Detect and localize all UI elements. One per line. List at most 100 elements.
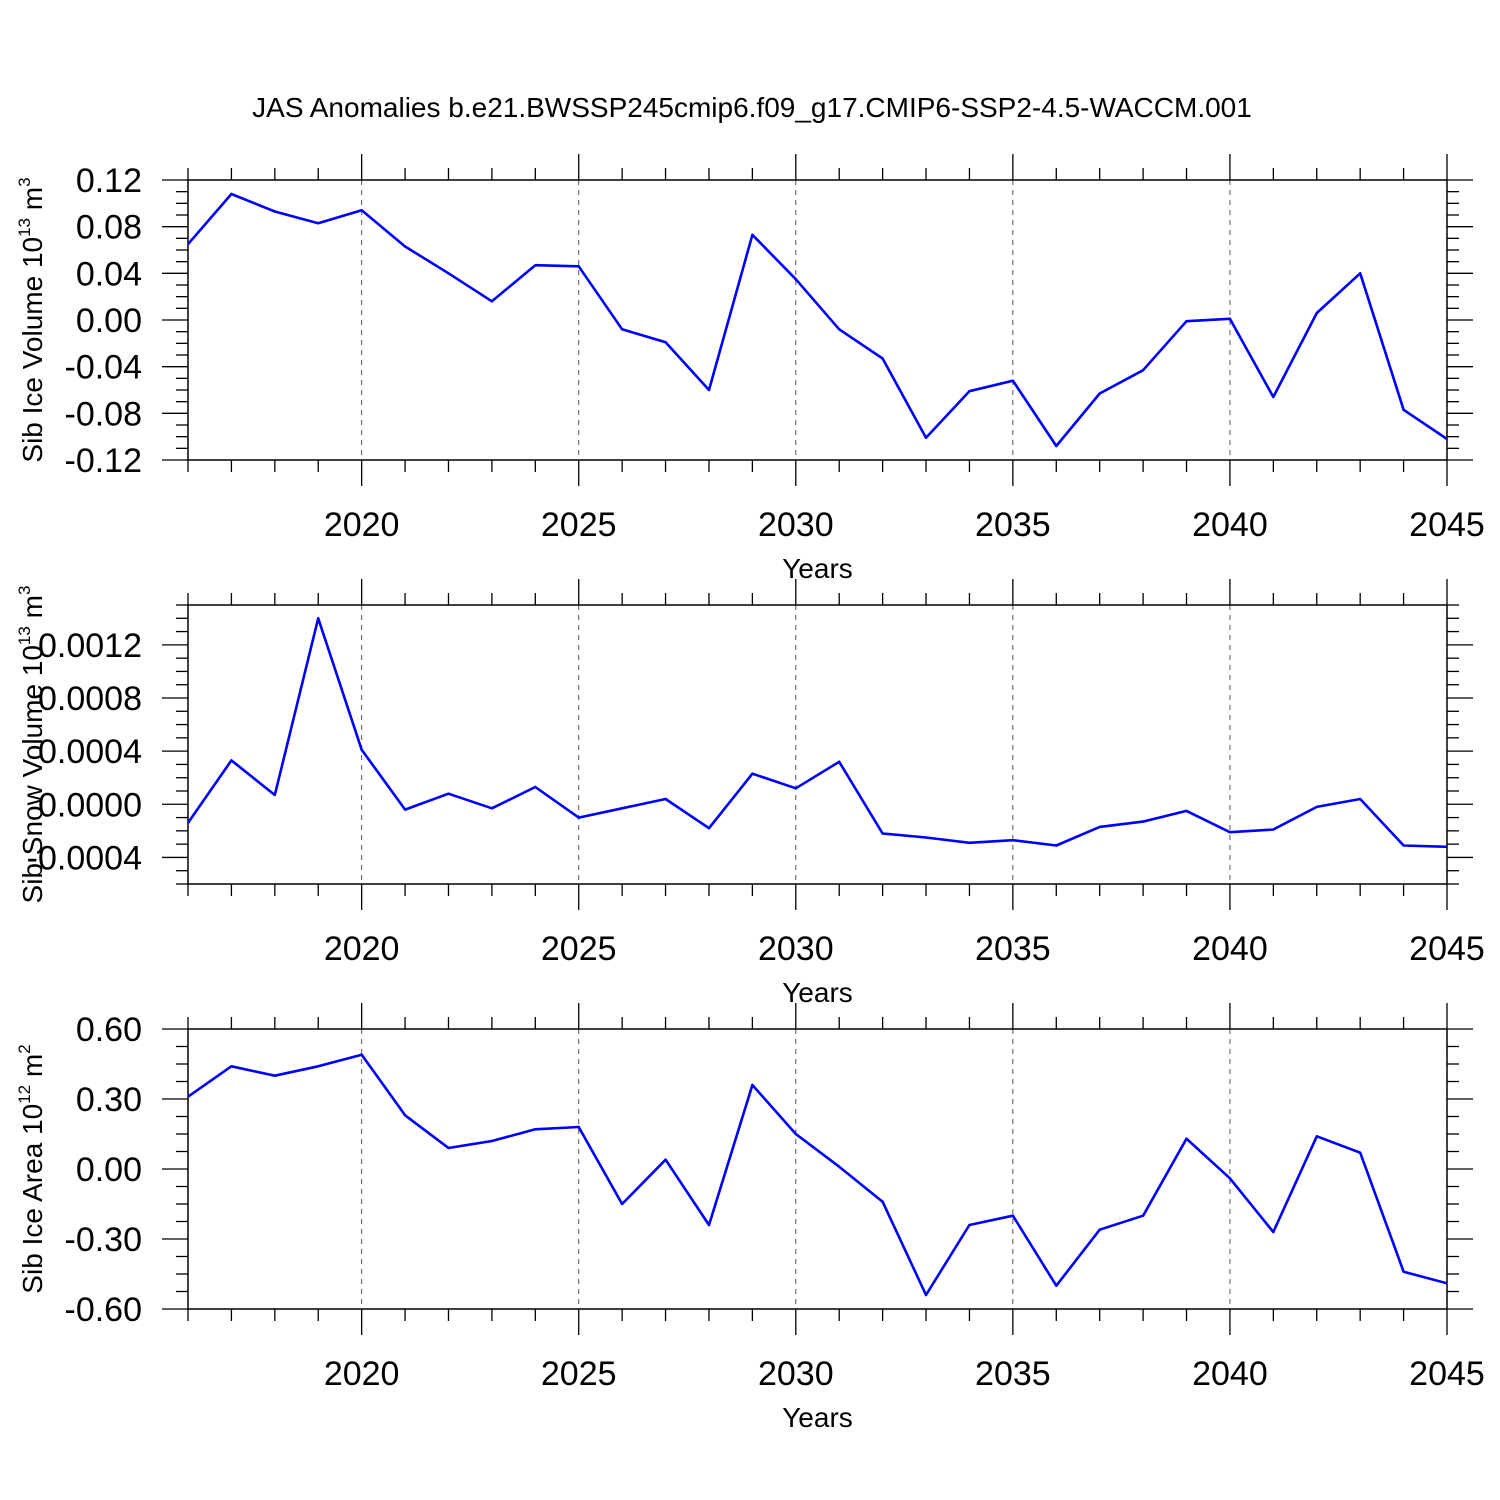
data-point	[317, 221, 320, 225]
data-point	[924, 836, 928, 839]
data-point	[188, 1095, 190, 1098]
x-tick-label: 2030	[758, 1355, 834, 1393]
data-point	[794, 787, 797, 790]
data-point	[490, 807, 494, 810]
data-point	[1185, 319, 1188, 323]
x-tick-label: 2020	[324, 506, 400, 544]
data-point	[1315, 1135, 1318, 1138]
y-axis-label: Sib Snow Volume 1013 m3	[15, 586, 48, 904]
x-axis-label: Years	[782, 977, 853, 1008]
data-point	[1272, 1230, 1275, 1234]
panel-3: 0.60 0.30 0.00 -0.30 -0.60 2020 2025 2030 2035 20…	[15, 1003, 1485, 1433]
data-point	[1315, 311, 1318, 315]
data-point	[1098, 392, 1101, 395]
x-tick-label: 2045	[1409, 506, 1485, 544]
y-tick-label: 0.0004	[38, 733, 142, 771]
data-point	[1358, 1151, 1362, 1154]
series-line	[188, 192, 1447, 448]
data-point	[968, 389, 971, 393]
data-point	[751, 772, 754, 775]
data-point	[794, 1132, 797, 1136]
data-point	[881, 832, 884, 835]
data-point	[620, 1202, 624, 1206]
x-tick-label: 2025	[541, 930, 617, 968]
x-tick-label: 2040	[1192, 1355, 1268, 1393]
data-point	[751, 1083, 754, 1087]
data-point	[230, 1065, 233, 1068]
data-point	[360, 1053, 363, 1056]
x-tick-label: 2045	[1409, 1355, 1485, 1393]
data-point	[577, 265, 580, 268]
data-point	[924, 1293, 928, 1297]
y-tick-label: -0.60	[65, 1291, 143, 1329]
data-point	[403, 808, 407, 811]
data-point	[317, 1065, 320, 1068]
panel-2: 0.0012 0.0008 0.0004 0.0000 -0.0004 2020 2025 2…	[15, 579, 1485, 1008]
data-point	[403, 245, 407, 248]
series-line	[188, 616, 1447, 849]
x-tick-label: 2040	[1192, 506, 1268, 544]
data-point	[620, 328, 624, 331]
data-point	[273, 210, 277, 213]
data-point	[534, 263, 537, 267]
data-point	[273, 793, 277, 797]
data-point	[881, 357, 884, 360]
data-point	[1228, 830, 1232, 834]
data-point	[838, 1165, 841, 1168]
data-point	[881, 1200, 884, 1203]
y-tick-label: 0.12	[76, 162, 142, 200]
y-tick-label: -0.04	[65, 349, 143, 387]
y-tick-label: 0.00	[76, 302, 142, 340]
data-point	[751, 233, 754, 237]
data-point	[1011, 838, 1015, 842]
data-point	[1011, 1214, 1015, 1217]
x-tick-label: 2030	[758, 506, 834, 544]
data-point	[707, 1223, 711, 1227]
y-tick-label: 0.60	[76, 1011, 142, 1049]
x-tick-label: 2030	[758, 930, 834, 968]
x-tick-label: 2035	[975, 930, 1051, 968]
x-tick-label: 2035	[975, 506, 1051, 544]
data-point	[360, 209, 363, 212]
x-tick-label: 2025	[541, 506, 617, 544]
data-point	[1141, 368, 1145, 372]
y-tick-label: -0.30	[65, 1221, 143, 1259]
data-point	[403, 1114, 407, 1117]
y-tick-label: 0.08	[76, 209, 142, 247]
x-axis-label: Years	[782, 1402, 853, 1433]
data-point	[1228, 1177, 1232, 1180]
y-tick-label: -0.08	[65, 395, 143, 433]
data-point	[1141, 820, 1145, 823]
data-point	[317, 617, 320, 620]
data-point	[620, 807, 624, 810]
data-point	[490, 1139, 494, 1143]
data-point	[1402, 844, 1405, 847]
data-point	[1445, 845, 1447, 848]
data-point	[1055, 844, 1058, 847]
data-point	[1358, 797, 1362, 801]
data-point	[1445, 1282, 1447, 1285]
data-point	[230, 759, 233, 762]
y-axis-label: Sib Ice Area 1012 m2	[15, 1044, 48, 1293]
data-point	[360, 748, 363, 752]
data-point	[1185, 809, 1188, 813]
data-point	[490, 300, 494, 303]
data-point	[1011, 379, 1015, 382]
x-tick-label: 2045	[1409, 930, 1485, 968]
data-point	[1445, 437, 1447, 441]
series-line	[188, 1053, 1447, 1297]
data-point	[794, 277, 797, 281]
x-tick-label: 2035	[975, 1355, 1051, 1393]
y-tick-label: 0.0000	[38, 786, 142, 824]
data-point	[838, 760, 841, 763]
y-tick-label: 0.30	[76, 1081, 142, 1119]
data-point	[1272, 395, 1275, 399]
data-point	[1055, 1284, 1058, 1287]
y-tick-label: -0.0004	[27, 839, 142, 877]
y-tick-label: 0.00	[76, 1151, 142, 1189]
data-point	[1141, 1214, 1145, 1217]
data-point	[534, 1128, 537, 1131]
plot-frame	[187, 604, 1448, 885]
x-tick-label: 2040	[1192, 930, 1268, 968]
